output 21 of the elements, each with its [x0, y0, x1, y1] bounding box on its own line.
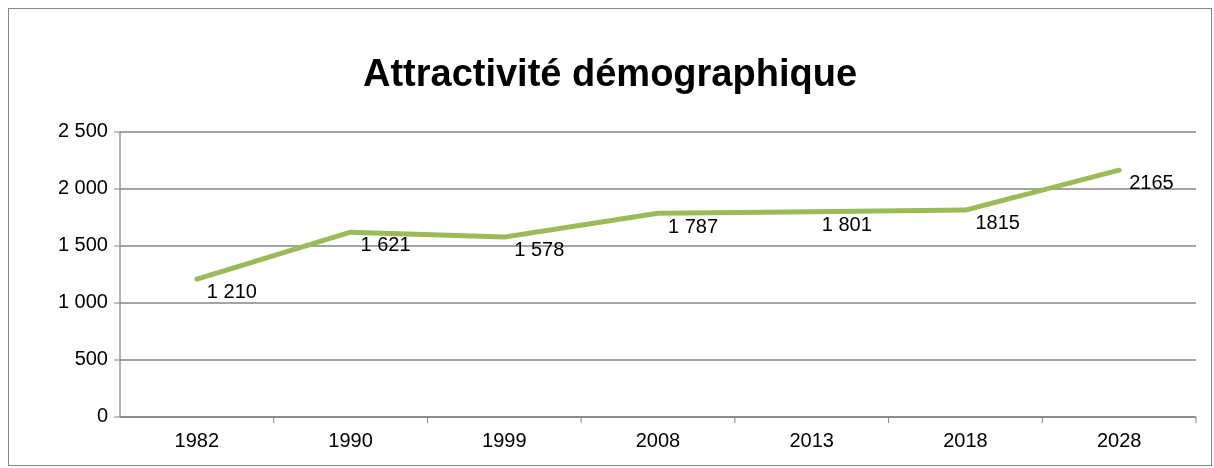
x-tick-label: 2018 — [943, 429, 988, 451]
x-tick-label: 1990 — [328, 429, 373, 451]
y-tick-label: 2 500 — [57, 119, 108, 142]
y-tick-label: 2 000 — [57, 176, 108, 199]
data-label: 1815 — [975, 211, 1020, 234]
y-tick-label: 0 — [96, 404, 108, 427]
x-tick-label: 1982 — [174, 429, 220, 451]
y-tick-label: 500 — [74, 347, 108, 370]
y-tick-label: 1 500 — [57, 233, 108, 256]
x-tick-label: 2028 — [1096, 429, 1142, 451]
data-label: 1 801 — [821, 212, 872, 235]
y-tick-label: 1 000 — [57, 290, 108, 313]
data-label: 1 210 — [206, 280, 257, 303]
data-label: 1 787 — [668, 214, 719, 237]
x-tick-label: 2013 — [789, 429, 834, 451]
x-tick-label: 2008 — [635, 429, 681, 451]
x-tick-label: 1999 — [482, 429, 527, 451]
data-label: 1 578 — [514, 238, 565, 261]
data-label: 1 621 — [360, 233, 411, 256]
chart-title: Attractivité démographique — [362, 52, 858, 94]
data-label: 2165 — [1129, 171, 1174, 194]
